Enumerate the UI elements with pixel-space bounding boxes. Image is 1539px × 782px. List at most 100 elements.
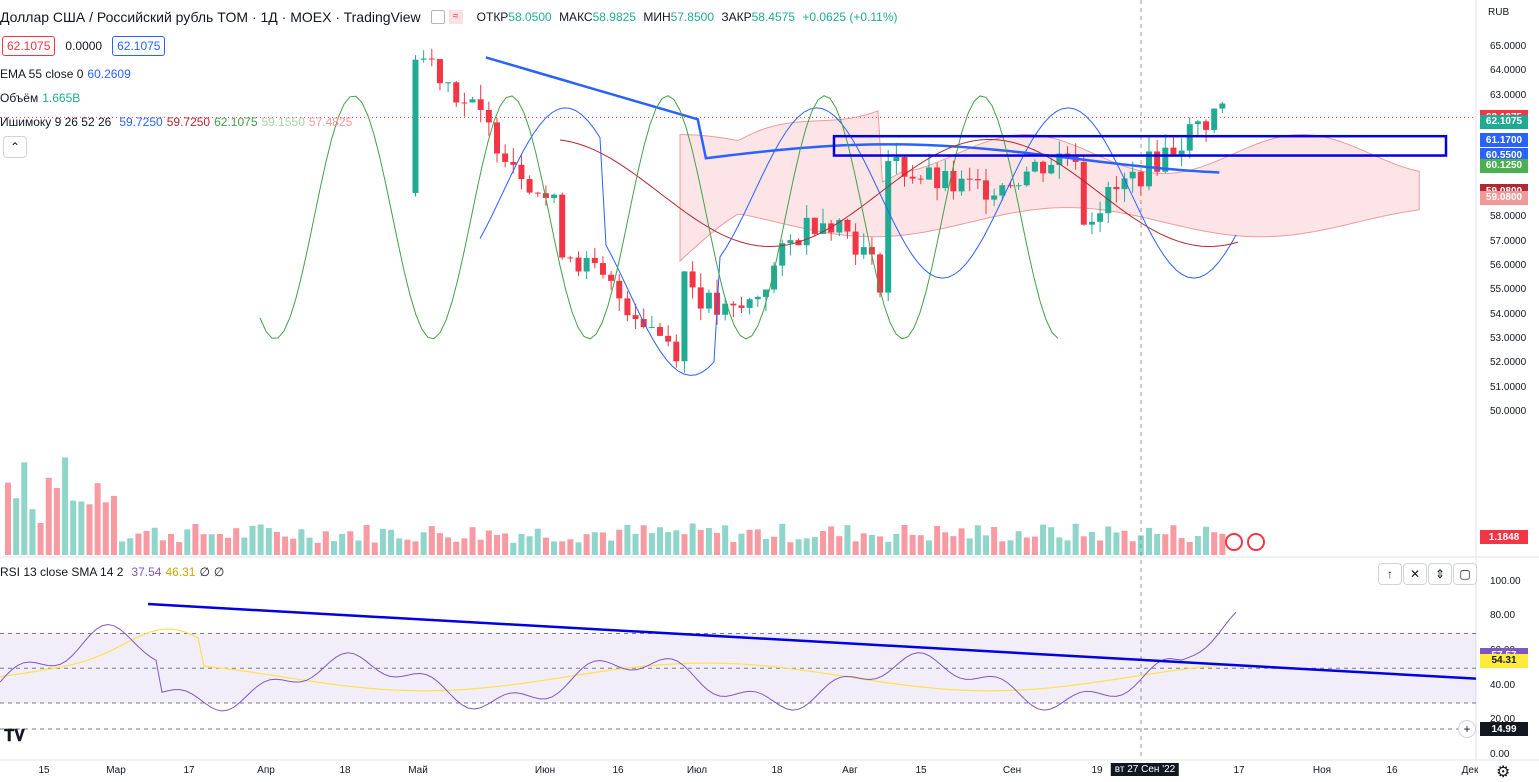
settings-gear-icon[interactable]: ⚙: [1496, 764, 1511, 781]
volume-bar: [583, 534, 590, 555]
candle-body: [567, 257, 574, 259]
volume-bar: [1186, 541, 1193, 555]
candle-body: [1023, 171, 1030, 186]
volume-value: 1.665B: [42, 91, 81, 105]
tradingview-logo: 𝐓𝐕: [4, 728, 25, 745]
candle-body: [1178, 150, 1185, 155]
volume-bar: [53, 487, 60, 555]
candle-body: [1219, 103, 1226, 109]
volume-bar: [575, 542, 582, 555]
candle-body: [999, 185, 1006, 196]
candle-body: [779, 243, 786, 266]
symbol-title[interactable]: Доллар США / Российский рубль TOM · 1Д ·…: [0, 9, 421, 25]
candle-body: [583, 257, 590, 272]
volume-bar: [681, 534, 688, 555]
volume-bar: [143, 530, 150, 555]
candle-body: [624, 298, 631, 316]
candle-body: [974, 179, 981, 181]
ichimoku-legend[interactable]: Ишимоку 9 26 52 26 59.7250 59.7250 62.10…: [0, 115, 352, 129]
candle-body: [909, 176, 916, 179]
volume-bar: [70, 500, 77, 555]
volume-bar: [942, 532, 949, 555]
eye-icon[interactable]: [430, 10, 445, 24]
volume-bar: [29, 509, 36, 555]
candle-body: [754, 296, 761, 300]
sell-price[interactable]: 62.1075: [2, 36, 56, 56]
ichimoku-lagging-line: [259, 95, 1059, 340]
collapse-legend-button[interactable]: ⌃: [3, 136, 27, 158]
volume-legend[interactable]: Объём 1.665B: [0, 91, 80, 105]
candle-body: [787, 240, 794, 244]
candle-body: [1040, 161, 1047, 174]
volume-bar: [657, 527, 663, 555]
volume-bar: [1121, 530, 1128, 555]
volume-bar: [453, 541, 460, 555]
volume-bar: [795, 539, 802, 555]
low-value: 57.8500: [670, 10, 715, 24]
volume-bar: [803, 538, 810, 555]
ichimoku-lead-a: 59.1550: [261, 115, 305, 129]
candle-body: [412, 59, 419, 193]
candle-body: [820, 223, 826, 234]
price-tick-label: 51.0000: [1490, 381, 1527, 393]
us-flag-icon: [1247, 533, 1265, 551]
open-value: 58.0500: [508, 10, 552, 24]
currency-label[interactable]: RUB: [1488, 7, 1510, 18]
ichimoku-conversion: 59.7250: [119, 115, 163, 129]
volume-bar: [37, 522, 44, 555]
volume-bar: [94, 483, 101, 555]
date-tick-label: Дек: [1461, 765, 1479, 776]
volume-bar: [925, 540, 932, 555]
volume-bar: [836, 536, 843, 555]
add-indicator-button[interactable]: +: [1458, 720, 1476, 738]
candle-body: [983, 180, 989, 200]
volume-bar: [225, 537, 232, 555]
volume-bar: [200, 534, 207, 555]
wave-icon[interactable]: ≈: [448, 10, 463, 24]
rsi-tick-label: 0.00: [1490, 749, 1510, 760]
rsi-tick-label: 100.00: [1490, 575, 1521, 587]
volume-bar: [1146, 527, 1152, 555]
price-tick-label: 58.0000: [1490, 211, 1527, 223]
collapse-pane-button[interactable]: ⇕: [1428, 563, 1452, 585]
volume-bar: [697, 529, 704, 555]
volume-bar: [1015, 531, 1022, 555]
candle-body: [599, 263, 606, 275]
volume-bar: [436, 533, 443, 555]
volume-bar: [591, 532, 598, 555]
chevron-up-icon: ⌃: [9, 140, 21, 154]
price-boxes: 62.1075 0.0000 62.1075: [2, 36, 166, 56]
close-icon: ✕: [1409, 567, 1421, 581]
volume-bar: [1211, 532, 1218, 555]
price-tick-label: 55.0000: [1490, 284, 1527, 296]
ichimoku-base: 59.7250: [166, 115, 211, 129]
high-value: 58.9825: [592, 10, 636, 24]
volume-bar: [208, 534, 215, 555]
candle-body: [762, 289, 769, 297]
volume-bar: [86, 504, 93, 555]
volume-bar: [771, 536, 778, 555]
volume-bar: [62, 457, 69, 555]
resistance-box: [832, 134, 1448, 157]
ema-legend[interactable]: EMA 55 close 0 60.2609: [0, 67, 131, 81]
volume-bar: [273, 531, 280, 555]
candle-body: [1056, 153, 1063, 165]
rsi-legend[interactable]: RSI 13 close SMA 14 2 37.54 46.31 ∅ ∅: [0, 565, 224, 579]
candle-body: [1129, 171, 1136, 179]
volume-bar: [762, 538, 769, 555]
close-pane-button[interactable]: ✕: [1403, 563, 1427, 585]
date-tick-label: 15: [915, 765, 927, 776]
volume-bar: [241, 537, 248, 555]
date-tick-label: 15: [38, 765, 50, 776]
candle-body: [1121, 178, 1128, 190]
move-pane-up-button[interactable]: ↑: [1378, 563, 1402, 585]
rsi-trendline: [147, 602, 1477, 680]
candle-body: [445, 82, 452, 84]
date-tick-label: Апр: [257, 765, 275, 776]
maximize-pane-button[interactable]: ▢: [1453, 563, 1477, 585]
volume-bar: [1056, 537, 1063, 555]
buy-price[interactable]: 62.1075: [112, 36, 166, 56]
candle-body: [518, 164, 525, 180]
volume-bar: [917, 535, 924, 555]
